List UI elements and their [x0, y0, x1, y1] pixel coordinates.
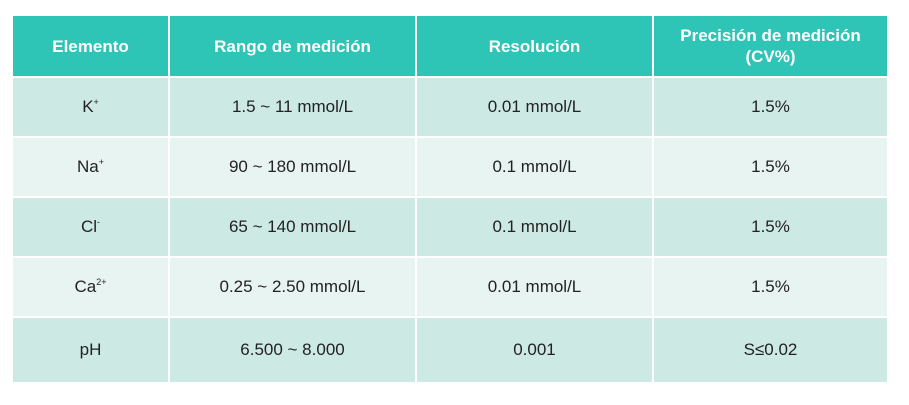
cell-precision: S≤0.02 [652, 316, 889, 384]
cell-element: Na+ [11, 136, 170, 198]
cell-element: Cl- [11, 196, 170, 258]
element-symbol: K [82, 97, 94, 116]
cell-range: 6.500 ~ 8.000 [168, 316, 417, 384]
element-charge: + [93, 97, 99, 107]
element-symbol: Ca [74, 277, 97, 296]
element-charge: - [97, 217, 101, 227]
header-element: Elemento [11, 14, 170, 78]
table-row: Na+ 90 ~ 180 mmol/L 0.1 mmol/L 1.5% [11, 136, 889, 198]
table-row: Cl- 65 ~ 140 mmol/L 0.1 mmol/L 1.5% [11, 196, 889, 258]
cell-resolution: 0.001 [415, 316, 654, 384]
header-range: Rango de medición [168, 14, 417, 78]
element-symbol: Na [77, 157, 99, 176]
element-symbol: Cl [80, 217, 98, 236]
cell-precision: 1.5% [652, 136, 889, 198]
measurement-table: Elemento Rango de medición Resolución Pr… [11, 14, 889, 384]
table-row: K+ 1.5 ~ 11 mmol/L 0.01 mmol/L 1.5% [11, 76, 889, 138]
cell-resolution: 0.01 mmol/L [415, 76, 654, 138]
cell-precision: 1.5% [652, 256, 889, 318]
cell-element: Ca2+ [11, 256, 170, 318]
cell-precision: 1.5% [652, 76, 889, 138]
cell-resolution: 0.1 mmol/L [415, 196, 654, 258]
cell-element: K+ [11, 76, 170, 138]
cell-element: pH [11, 316, 170, 384]
table-header-row: Elemento Rango de medición Resolución Pr… [11, 14, 889, 78]
element-symbol: pH [79, 340, 102, 359]
cell-resolution: 0.1 mmol/L [415, 136, 654, 198]
header-precision: Precisión de medición (CV%) [652, 14, 889, 78]
element-charge: 2+ [96, 277, 107, 287]
cell-range: 65 ~ 140 mmol/L [168, 196, 417, 258]
header-resolution: Resolución [415, 14, 654, 78]
cell-range: 90 ~ 180 mmol/L [168, 136, 417, 198]
cell-range: 1.5 ~ 11 mmol/L [168, 76, 417, 138]
table-row: pH 6.500 ~ 8.000 0.001 S≤0.02 [11, 316, 889, 384]
cell-precision: 1.5% [652, 196, 889, 258]
table-row: Ca2+ 0.25 ~ 2.50 mmol/L 0.01 mmol/L 1.5% [11, 256, 889, 318]
cell-resolution: 0.01 mmol/L [415, 256, 654, 318]
cell-range: 0.25 ~ 2.50 mmol/L [168, 256, 417, 318]
element-charge: + [98, 157, 104, 167]
